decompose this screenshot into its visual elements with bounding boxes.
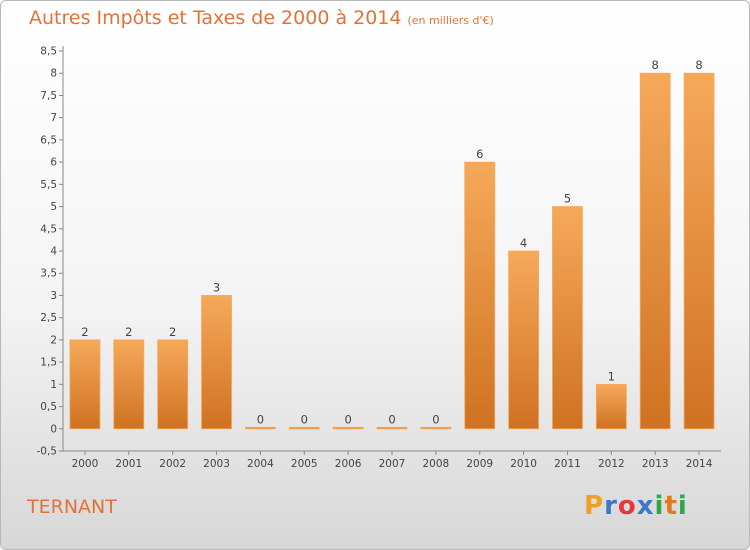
logo-letter: i (654, 491, 665, 521)
bar (376, 426, 408, 430)
bar-value-label: 0 (301, 412, 308, 426)
y-tick-label: 3 (50, 290, 57, 302)
bar-value-label: 6 (476, 147, 483, 161)
y-tick-label: 0,5 (40, 401, 57, 413)
x-tick-label: 2014 (686, 458, 713, 470)
y-tick-label: 3,5 (40, 268, 57, 280)
bar (201, 295, 232, 430)
bar (595, 383, 627, 430)
y-tick-label: 1 (50, 379, 57, 391)
x-tick-label: 2012 (598, 458, 625, 470)
x-tick-label: 2009 (466, 458, 493, 470)
logo-letter: i (677, 491, 688, 521)
x-tick-label: 2001 (115, 458, 142, 470)
bar (420, 426, 452, 430)
x-tick-label: 2005 (291, 458, 318, 470)
bar-value-label: 8 (652, 58, 659, 72)
x-tick-label: 2008 (422, 458, 449, 470)
bar-value-label: 1 (608, 369, 615, 383)
x-tick-label: 2002 (159, 458, 186, 470)
y-tick-label: 8,5 (40, 46, 57, 58)
y-tick-label: 7,5 (40, 90, 57, 102)
x-tick-label: 2007 (379, 458, 406, 470)
bar (508, 250, 540, 430)
bar (69, 339, 101, 430)
x-tick-label: 2000 (72, 458, 99, 470)
y-tick-label: 4 (50, 246, 57, 258)
proxiti-logo: Proxiti (584, 491, 688, 521)
x-tick-label: 2011 (554, 458, 581, 470)
x-tick-label: 2006 (335, 458, 362, 470)
x-tick-label: 2004 (247, 458, 274, 470)
bar (683, 72, 715, 430)
bar (288, 426, 320, 430)
y-tick-label: 5 (50, 201, 57, 213)
y-tick-label: 7 (50, 112, 57, 124)
bar-value-label: 0 (344, 412, 351, 426)
bar (157, 339, 189, 430)
bar (244, 426, 276, 430)
bar-value-label: 5 (564, 192, 571, 206)
bar-value-label: 2 (125, 325, 132, 339)
logo-letter: o (617, 491, 637, 521)
bar-value-label: 2 (169, 325, 176, 339)
logo-letter: t (664, 491, 678, 521)
bar (639, 72, 671, 430)
bar-value-label: 4 (520, 236, 527, 250)
logo-letter: x (636, 491, 655, 521)
logo-letter: P (584, 491, 605, 521)
bar-value-label: 0 (432, 412, 439, 426)
y-tick-label: 2,5 (40, 312, 57, 324)
x-tick-label: 2010 (510, 458, 537, 470)
bar (464, 161, 496, 430)
y-tick-label: 0 (50, 423, 57, 435)
bar-value-label: 2 (81, 325, 88, 339)
y-tick-label: 5,5 (40, 179, 57, 191)
y-tick-label: 6,5 (40, 134, 57, 146)
title-unit: (en milliers d'€) (407, 14, 494, 27)
x-tick-label: 2003 (203, 458, 230, 470)
y-tick-label: 4,5 (40, 223, 57, 235)
chart-title: Autres Impôts et Taxes de 2000 à 2014 (en… (29, 7, 494, 29)
y-tick-label: 6 (50, 157, 57, 169)
logo-letter: r (604, 491, 618, 521)
x-tick-label: 2013 (642, 458, 669, 470)
commune-name: TERNANT (27, 496, 117, 518)
bar-value-label: 8 (695, 58, 702, 72)
bar (332, 426, 364, 430)
bar-value-label: 0 (257, 412, 264, 426)
y-tick-label: 2 (50, 334, 57, 346)
y-tick-label: 1,5 (40, 357, 57, 369)
bar (552, 206, 583, 430)
y-tick-label: -0,5 (37, 446, 58, 458)
title-text: Autres Impôts et Taxes de 2000 à 2014 (29, 7, 402, 29)
bar-value-label: 3 (213, 280, 220, 294)
bar (113, 339, 145, 430)
y-tick-label: 8 (50, 68, 57, 80)
bar-value-label: 0 (388, 412, 395, 426)
